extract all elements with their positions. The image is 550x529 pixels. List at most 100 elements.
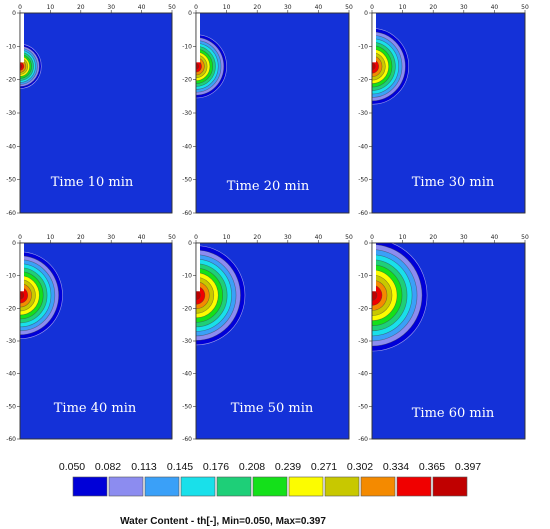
x-tick-label: 40 (315, 234, 323, 241)
y-tick-label: -10 (6, 273, 16, 280)
contour-field (20, 243, 63, 340)
x-tick-label: 0 (194, 234, 198, 241)
x-tick-label: 40 (138, 4, 146, 11)
plot-area (19, 12, 173, 214)
panel-3: 0 10 20 30 40 50 0 -10 -20 -30 -40 -50 -60 Time 30 mi… (358, 4, 529, 217)
y-tick-label: -30 (182, 110, 192, 117)
x-tick-label: 20 (77, 234, 85, 241)
y-tick-label: -60 (6, 210, 16, 217)
y-tick-label: -20 (6, 77, 16, 84)
contour-field (372, 243, 428, 352)
y-tick-label: -50 (182, 403, 192, 410)
panel-time-label: Time 10 min (51, 175, 134, 190)
y-tick-label: 0 (12, 240, 16, 247)
y-tick-label: -60 (6, 436, 16, 443)
legend-value: 0.176 (203, 461, 229, 473)
contour-band (20, 291, 25, 300)
y-tick-label: -50 (6, 403, 16, 410)
legend-values: 0.050 0.082 0.113 0.145 0.176 0.208 0.239 0.271… (59, 461, 481, 473)
source-strip (20, 243, 24, 292)
legend-swatch (288, 476, 324, 497)
contour-field (196, 13, 227, 99)
x-tick-label: 50 (168, 234, 176, 241)
x-tick-label: 50 (168, 4, 176, 11)
contour-band (20, 64, 23, 69)
y-tick-label: -40 (358, 143, 368, 150)
y-tick-label: -30 (358, 338, 368, 345)
y-tick-label: -10 (6, 43, 16, 50)
panel-time-label: Time 40 min (54, 401, 137, 416)
x-tick-label: 30 (460, 4, 468, 11)
y-tick-label: -10 (182, 43, 192, 50)
legend-swatches (72, 476, 468, 497)
x-tick-label: 50 (345, 234, 353, 241)
legend-swatch (72, 476, 108, 497)
y-tick-label: 0 (364, 240, 368, 247)
x-tick-label: 20 (253, 4, 261, 11)
x-tick-label: 40 (491, 4, 499, 11)
panel-time-label: Time 20 min (227, 179, 310, 194)
legend-value: 0.334 (383, 461, 409, 473)
x-tick-label: 10 (399, 234, 407, 241)
legend-swatch (144, 476, 180, 497)
x-tick-label: 0 (194, 4, 198, 11)
x-tick-label: 30 (107, 4, 115, 11)
x-tick-label: 10 (223, 234, 231, 241)
x-tick-label: 20 (429, 234, 437, 241)
y-tick-label: -10 (182, 273, 192, 280)
y-tick-label: -50 (182, 177, 192, 184)
x-tick-label: 20 (429, 4, 437, 11)
y-tick-label: -60 (358, 436, 368, 443)
y-tick-label: 0 (12, 10, 16, 17)
y-tick-label: -10 (358, 43, 368, 50)
legend-swatch (360, 476, 396, 497)
x-tick-label: 40 (491, 234, 499, 241)
x-tick-label: 10 (47, 4, 55, 11)
x-tick-label: 10 (399, 4, 407, 11)
x-tick-label: 30 (460, 234, 468, 241)
x-tick-label: 0 (18, 4, 22, 11)
source-strip (20, 13, 24, 63)
y-tick-label: -20 (182, 305, 192, 312)
legend: 0.050 0.082 0.113 0.145 0.176 0.208 0.239 0.271… (59, 461, 481, 527)
y-tick-label: -20 (358, 77, 368, 84)
panels: 0 10 20 30 40 50 0 -10 -20 -30 -40 -50 -60 Time 10 mi… (6, 4, 529, 443)
legend-value: 0.302 (347, 461, 373, 473)
legend-swatch (180, 476, 216, 497)
source-strip (196, 13, 200, 63)
y-tick-label: -40 (6, 371, 16, 378)
x-tick-label: 50 (345, 4, 353, 11)
y-tick-label: -50 (358, 403, 368, 410)
legend-value: 0.113 (131, 461, 157, 473)
x-tick-label: 30 (107, 234, 115, 241)
legend-value: 0.365 (419, 461, 445, 473)
panel-5: 0 10 20 30 40 50 0 -10 -20 -30 -40 -50 -60 Time 50 mi… (182, 234, 353, 443)
x-tick-label: 20 (253, 234, 261, 241)
legend-value: 0.239 (275, 461, 301, 473)
y-tick-label: -30 (358, 110, 368, 117)
y-tick-label: -30 (6, 110, 16, 117)
x-tick-label: 20 (77, 4, 85, 11)
x-tick-label: 0 (370, 234, 374, 241)
y-tick-label: 0 (188, 10, 192, 17)
legend-swatch (396, 476, 432, 497)
y-tick-label: 0 (188, 240, 192, 247)
y-tick-label: -60 (182, 210, 192, 217)
panel-1: 0 10 20 30 40 50 0 -10 -20 -30 -40 -50 -60 Time 10 mi… (6, 4, 176, 217)
panel-time-label: Time 50 min (231, 401, 314, 416)
legend-swatch (324, 476, 360, 497)
panel-2: 0 10 20 30 40 50 0 -10 -20 -30 -40 -50 -60 Time 20 mi… (182, 4, 353, 217)
y-tick-label: -20 (6, 305, 16, 312)
contour-field (20, 13, 42, 89)
x-tick-label: 50 (521, 234, 529, 241)
panel-4: 0 10 20 30 40 50 0 -10 -20 -30 -40 -50 -60 Time 40 mi… (6, 234, 176, 443)
contour-band (372, 62, 376, 71)
legend-value: 0.145 (167, 461, 193, 473)
source-strip (372, 243, 376, 292)
y-tick-label: -40 (182, 143, 192, 150)
legend-swatch (432, 476, 468, 497)
legend-swatch (216, 476, 252, 497)
y-tick-label: -40 (182, 371, 192, 378)
x-tick-label: 40 (315, 4, 323, 11)
